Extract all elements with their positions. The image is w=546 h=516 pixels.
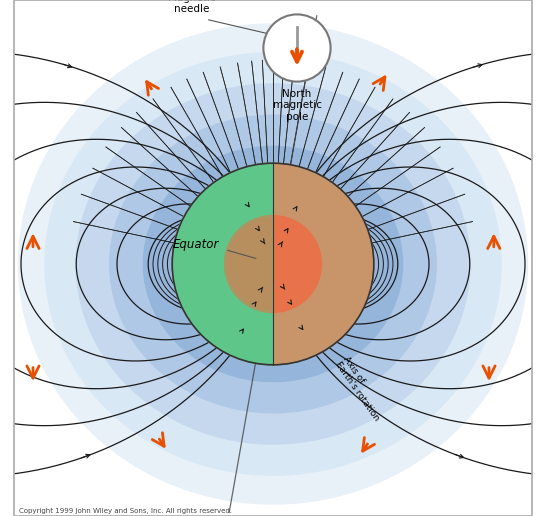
Circle shape (263, 14, 330, 82)
Circle shape (172, 163, 374, 365)
Wedge shape (224, 216, 273, 312)
Circle shape (224, 216, 322, 312)
Ellipse shape (110, 115, 436, 413)
Text: Magnetic
needle: Magnetic needle (168, 0, 215, 14)
Ellipse shape (172, 173, 374, 355)
Ellipse shape (45, 53, 501, 475)
Text: North
magnetic
pole: North magnetic pole (272, 89, 322, 122)
Wedge shape (172, 163, 273, 365)
Ellipse shape (144, 147, 402, 382)
Text: Copyright 1999 John Wiley and Sons, Inc. All rights reserved.: Copyright 1999 John Wiley and Sons, Inc.… (19, 508, 232, 513)
Text: Axis of
Earth’s rotation: Axis of Earth’s rotation (333, 354, 389, 423)
Ellipse shape (76, 84, 470, 444)
Text: Equator: Equator (173, 238, 219, 251)
Ellipse shape (19, 24, 527, 504)
